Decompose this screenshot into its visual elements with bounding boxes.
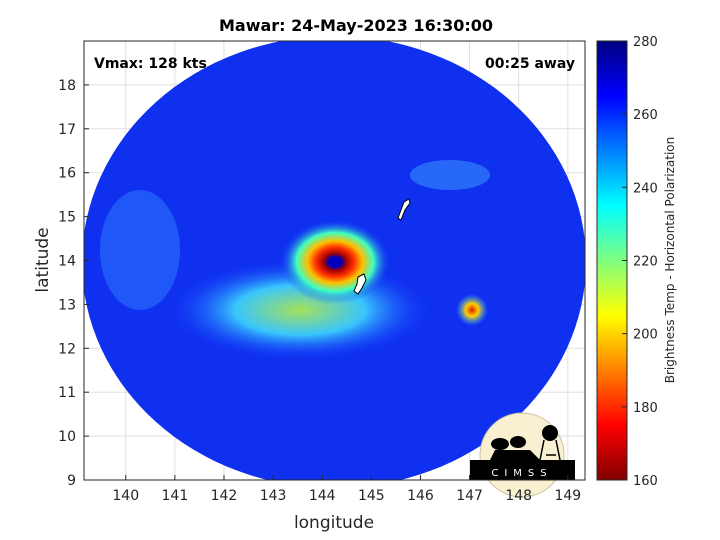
colorbar-tick-label: 280: [633, 35, 658, 50]
guam-outline: [353, 273, 367, 295]
y-tick-label: 9: [67, 473, 76, 489]
colorbar-label: Brightness Temp - Horizontal Polarizatio…: [663, 137, 677, 384]
x-tick-label: 144: [309, 488, 336, 504]
x-tick-label: 142: [211, 488, 238, 504]
y-tick-label: 10: [58, 429, 76, 445]
x-tick-label: 148: [505, 488, 532, 504]
colorbar-tick-label: 160: [633, 474, 658, 489]
y-tick-label: 16: [58, 166, 76, 182]
y-tick-label: 15: [58, 210, 76, 226]
colorbar-tick-label: 260: [633, 108, 658, 123]
colorbar-ticks: 160 180 200 220 240 260 280: [622, 35, 658, 489]
y-tick-label: 12: [58, 341, 76, 357]
x-tick-label: 141: [162, 488, 189, 504]
island-outline: [397, 198, 411, 221]
colorbar-tick-label: 200: [633, 328, 658, 343]
x-axis-label: longitude: [294, 513, 374, 533]
eyewall: [280, 220, 390, 304]
x-tick-label: 147: [456, 488, 483, 504]
y-tick-label: 18: [58, 78, 76, 94]
convective-cell: [456, 294, 488, 326]
x-tick-label: 149: [554, 488, 581, 504]
outer-band: [410, 160, 490, 190]
x-tick-label: 140: [112, 488, 139, 504]
x-tick-label: 143: [260, 488, 287, 504]
colorbar-tick-label: 240: [633, 181, 658, 196]
vmax-label: Vmax: 128 kts: [94, 56, 207, 72]
y-axis-label: latitude: [33, 227, 53, 292]
svg-text:CIMSS: CIMSS: [491, 468, 552, 479]
x-tick-label: 146: [407, 488, 434, 504]
ticks: 140 141 142 143 144 145 146 147 148 149 9 10 11 12 13 1…: [58, 78, 581, 504]
y-tick-label: 11: [58, 385, 76, 401]
y-tick-label: 13: [58, 297, 76, 313]
y-tick-label: 14: [58, 254, 76, 270]
x-tick-label: 145: [358, 488, 385, 504]
colorbar-tick-label: 180: [633, 401, 658, 416]
outer-band: [100, 190, 180, 310]
colorbar-tick-label: 220: [633, 255, 658, 270]
chart-title: Mawar: 24-May-2023 16:30:00: [219, 16, 493, 35]
brightness-temp-image: [84, 41, 585, 480]
y-tick-label: 17: [58, 122, 76, 138]
cimss-logo: CIMSS: [470, 412, 575, 498]
time-offset-label: 00:25 away: [485, 56, 575, 72]
